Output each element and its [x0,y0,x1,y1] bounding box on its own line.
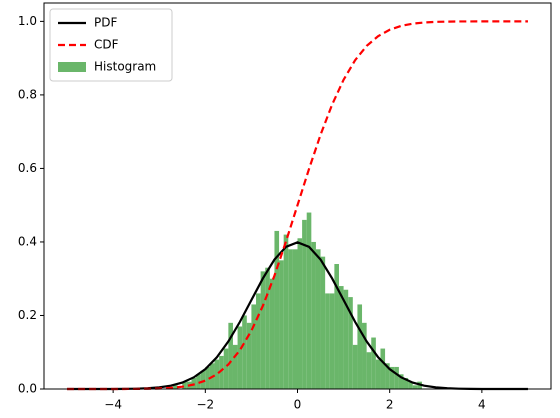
histogram-bar [338,286,344,389]
histogram-bar [348,297,353,389]
histogram-bar [357,304,363,389]
legend-label: CDF [94,38,119,52]
histogram-bar [205,366,210,389]
histogram-bar [260,271,266,389]
histogram-bar [237,326,243,389]
y-tick-label: 0.4 [18,234,37,248]
histogram-bar [412,385,418,389]
histogram-bar [325,293,330,389]
histogram-bar [334,264,339,389]
histogram-bar [228,322,233,389]
x-tick-label: 4 [478,398,486,412]
legend: PDF CDF Histogram [49,8,173,82]
legend-label: Histogram [94,60,156,74]
histogram-bar [251,304,257,389]
histogram-bar [389,366,395,389]
plot-frame [43,2,552,390]
y-tick-label: 1.0 [18,14,37,28]
histogram-bar [311,241,316,389]
histogram-bar [242,315,247,389]
y-tick-label: 0.6 [18,161,37,175]
histogram-bar [408,381,413,389]
histogram-bar [380,348,386,389]
x-tick-label: −4 [104,398,122,412]
x-tick-label: −2 [196,398,214,412]
legend-label: PDF [94,16,117,30]
histogram-bar [398,374,404,389]
histogram-bar [366,352,372,389]
histogram-bar [214,359,220,389]
histogram-bar [232,344,238,389]
histogram-bar [385,363,390,389]
histogram-bar [352,344,358,389]
legend-swatch [58,62,86,72]
histogram-bar [265,267,270,389]
line [67,241,528,391]
histogram-bar [394,366,399,389]
histogram-bar [269,278,275,389]
histogram-bar [292,249,298,389]
y-tick-label: 0.8 [18,87,37,101]
histogram-bar [279,260,284,389]
x-tick-label: 0 [294,398,302,412]
histogram-bar [403,377,409,389]
histogram-bar [283,234,289,389]
histogram-bar [302,219,307,389]
histogram-bar [182,381,187,389]
histogram-bar [246,322,252,389]
histogram-bar [200,370,206,389]
histogram-bar [343,289,349,389]
y-tick-label: 0.0 [18,382,37,396]
line [67,20,528,391]
histogram-bar [288,249,293,389]
histogram-bar [196,374,201,389]
histogram-bar [320,256,326,389]
histogram-bar [315,249,321,389]
histogram-bar [256,293,261,389]
y-tick-label: 0.2 [18,308,37,322]
histogram-bar [306,212,312,389]
histogram-bar [219,355,224,389]
histogram-bar [223,348,229,389]
histogram-bar [297,238,303,389]
histogram-bar [173,385,178,389]
histogram-bar [274,230,280,389]
histogram-bar [329,293,335,389]
histogram-bar [371,337,376,389]
histogram-bar [375,359,381,389]
x-tick-label: 2 [386,398,394,412]
histogram-bar [362,322,367,389]
